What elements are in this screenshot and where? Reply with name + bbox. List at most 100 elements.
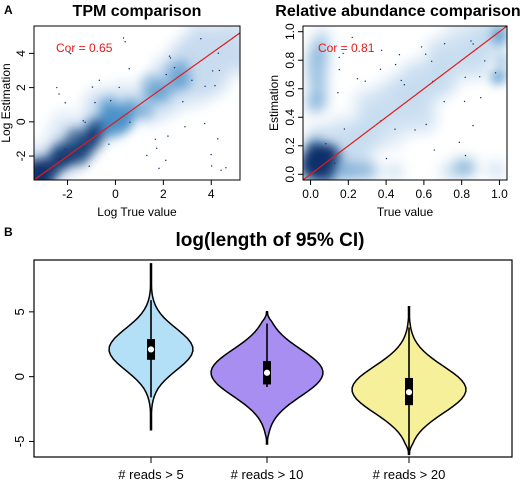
- outlier-point: [91, 86, 94, 88]
- density-blob: [313, 38, 330, 55]
- outlier-point: [342, 52, 344, 55]
- violins: [108, 263, 467, 456]
- outlier-point: [400, 79, 402, 82]
- density-blob: [306, 68, 323, 85]
- x-tick-label: 0.6: [416, 187, 433, 201]
- category-label: # reads > 10: [231, 467, 304, 482]
- outlier-point: [122, 37, 125, 39]
- tpm-x-axis: -2 0 2 4: [62, 180, 215, 201]
- outlier-point: [464, 76, 466, 79]
- density-blob: [307, 88, 324, 105]
- x-tick-label: 0.8: [453, 187, 470, 201]
- category-label: # reads > 5: [118, 467, 183, 482]
- tpm-title: TPM comparison: [73, 3, 202, 20]
- outlier-point: [155, 147, 158, 150]
- outlier-point: [218, 69, 221, 72]
- outlier-point: [356, 78, 359, 80]
- tpm-comparison-plot: TPM comparison Cor = 0.65 -2 0 2 4 -2 0 2 4 Lo…: [0, 3, 241, 219]
- outlier-point: [124, 41, 126, 43]
- outlier-point: [494, 72, 497, 74]
- y-tick-label: -5: [12, 436, 27, 448]
- y-tick-label: 1.0: [283, 23, 297, 40]
- outlier-point: [211, 70, 214, 72]
- density-blob: [307, 127, 324, 144]
- outlier-point: [443, 42, 446, 45]
- density-blob: [98, 96, 121, 118]
- abundance-plot-frame: [302, 25, 508, 181]
- outlier-point: [88, 165, 90, 167]
- density-blob: [31, 180, 48, 197]
- outlier-point: [403, 84, 406, 86]
- outlier-point: [424, 53, 427, 55]
- x-tick-label: 0.0: [302, 187, 319, 201]
- abundance-ylabel: Estimation: [267, 75, 281, 131]
- outlier-point: [210, 153, 212, 156]
- outlier-point: [129, 121, 131, 123]
- tpm-ylabel: Log Estimation: [0, 63, 13, 142]
- density-blob: [34, 179, 42, 180]
- tpm-identity-line: [34, 32, 240, 180]
- outlier-point: [69, 52, 72, 55]
- outlier-point: [364, 80, 366, 82]
- density-blob: [455, 158, 472, 175]
- outlier-point: [479, 76, 481, 78]
- outlier-point: [168, 55, 171, 57]
- density-blob: [469, 36, 493, 60]
- outlier-point: [128, 68, 130, 70]
- abundance-x-axis: 0.0 0.2 0.4 0.6 0.8 1.0: [302, 180, 508, 201]
- outlier-point: [169, 57, 172, 59]
- abundance-y-axis: 0.0 0.2 0.4 0.6 0.8 1.0: [283, 23, 303, 183]
- outlier-point: [217, 52, 220, 54]
- outlier-point: [385, 157, 388, 160]
- outlier-point: [333, 162, 336, 164]
- outlier-point: [425, 123, 427, 126]
- density-blob: [440, 163, 457, 180]
- outlier-point: [59, 158, 61, 161]
- density-blob: [495, 53, 507, 68]
- outlier-point: [58, 93, 60, 95]
- outlier-point: [420, 46, 423, 48]
- outlier-point: [379, 68, 382, 70]
- y-tick-label: 4: [14, 50, 28, 57]
- violin-x-axis: # reads > 5 # reads > 10 # reads > 20: [118, 457, 445, 482]
- outlier-point: [184, 126, 186, 128]
- y-tick-label: 5: [12, 308, 27, 315]
- density-blob: [490, 70, 505, 85]
- abundance-cor-annotation: Cor = 0.81: [318, 41, 375, 55]
- outlier-point: [338, 68, 341, 71]
- x-tick-label: 1.0: [491, 187, 508, 201]
- density-blob: [43, 163, 61, 180]
- outlier-point: [82, 120, 84, 122]
- density-blob: [135, 102, 153, 121]
- y-tick-label: 2: [14, 84, 28, 91]
- density-blob: [316, 149, 337, 169]
- violin-plot-frame: [33, 259, 513, 458]
- tpm-xlabel: Log True value: [97, 205, 177, 219]
- outlier-point: [110, 99, 112, 102]
- tpm-plot-frame: [33, 25, 241, 181]
- outlier-point: [214, 85, 216, 87]
- outlier-point: [118, 86, 120, 89]
- outlier-point: [394, 63, 397, 66]
- outlier-point: [484, 60, 486, 62]
- outlier-point: [165, 73, 167, 76]
- outlier-point: [84, 121, 86, 123]
- outlier-point: [203, 122, 206, 125]
- outlier-point: [351, 36, 353, 39]
- abundance-title: Relative abundance comparison: [275, 3, 520, 20]
- x-tick-label: 0: [112, 187, 119, 201]
- outlier-point: [204, 85, 206, 87]
- x-tick-label: -2: [62, 187, 73, 201]
- density-blob: [488, 162, 505, 179]
- outlier-point: [398, 54, 401, 56]
- y-tick-label: 0.4: [283, 109, 297, 126]
- outlier-point: [220, 169, 222, 171]
- x-tick-label: 0.2: [340, 187, 357, 201]
- outlier-point: [470, 40, 472, 42]
- y-tick-label: -2: [14, 150, 28, 161]
- outlier-point: [443, 100, 445, 103]
- density-blob: [412, 108, 437, 134]
- outlier-point: [414, 129, 416, 131]
- outlier-point: [338, 56, 340, 59]
- abundance-xlabel: True value: [377, 205, 434, 219]
